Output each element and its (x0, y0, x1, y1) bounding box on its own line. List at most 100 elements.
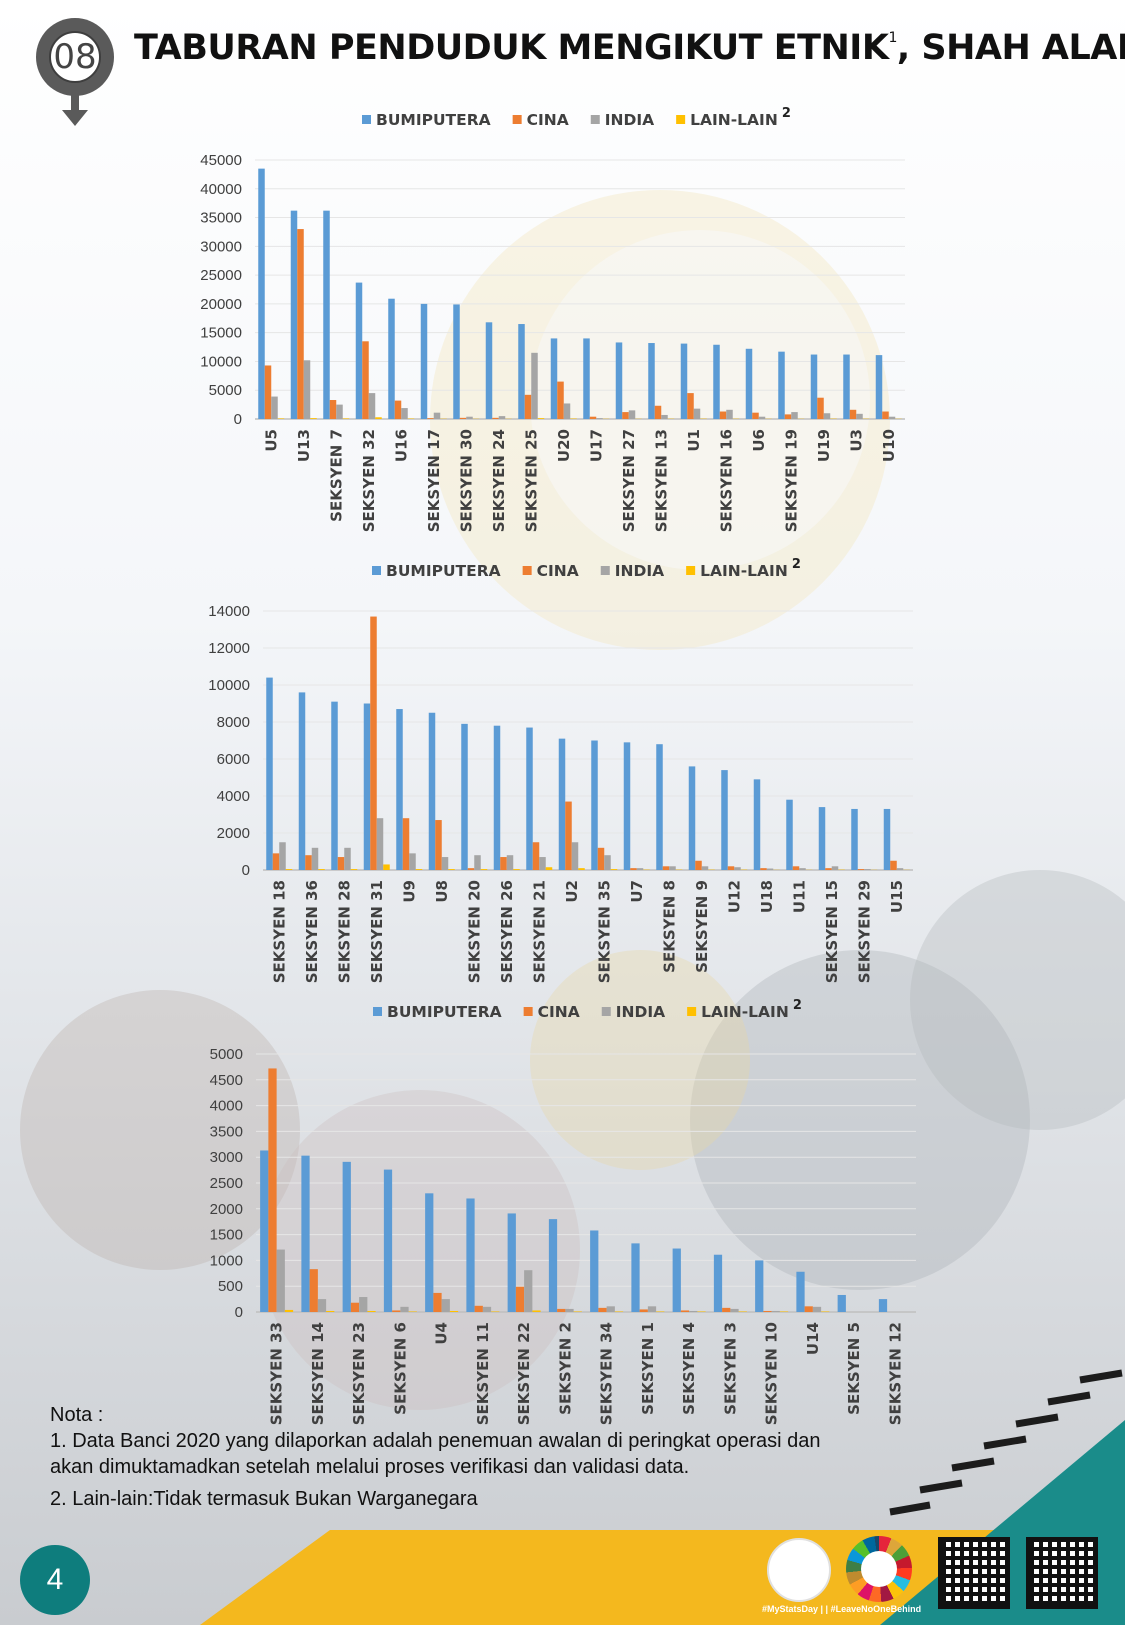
x-category-label: SEKSYEN 36 (303, 880, 321, 983)
bar-bumiputera (290, 210, 298, 419)
bar-bumiputera (548, 1219, 558, 1312)
bar-india (474, 855, 481, 870)
bar-cina (305, 855, 312, 870)
y-tick-label: 4000 (210, 1098, 243, 1115)
bar-lain-lain (318, 869, 325, 870)
bar-bumiputera (796, 1271, 805, 1312)
bar-bumiputera (883, 808, 891, 870)
legend-swatch-india (601, 1007, 611, 1016)
x-category-label: SEKSYEN 22 (515, 1322, 533, 1425)
bar-india (359, 1297, 368, 1312)
bar-bumiputera (672, 1248, 681, 1312)
bar-cina (857, 869, 865, 870)
bar-bumiputera (461, 723, 468, 870)
bar-bumiputera (615, 342, 623, 419)
x-category-label: SEKSYEN 9 (693, 880, 711, 973)
y-tick-label: 1500 (210, 1227, 243, 1244)
bar-cina (459, 417, 467, 419)
bar-cina (392, 1310, 401, 1312)
sdg-logo (846, 1536, 912, 1602)
x-category-label: U7 (628, 880, 646, 903)
bar-india (317, 1299, 327, 1312)
bar-india (823, 413, 831, 419)
legend-label-lain-lain: LAIN-LAIN (700, 562, 788, 580)
bar-bumiputera (778, 351, 785, 419)
title-text: TABURAN PENDUDUK MENGIKUT ETNIK (134, 28, 889, 68)
bar-cina (492, 417, 499, 419)
bar-cina (589, 416, 597, 419)
bar-india (812, 1306, 822, 1312)
x-category-label: SEKSYEN 35 (595, 880, 613, 983)
x-category-label: U17 (587, 429, 605, 462)
bar-bumiputera (583, 338, 590, 419)
bar-lain-lain (285, 869, 293, 870)
x-category-label: SEKSYEN 30 (457, 429, 475, 532)
legend-label-bumiputera: BUMIPUTERA (376, 111, 491, 129)
bar-cina (722, 1307, 731, 1312)
x-category-label: U4 (433, 1322, 451, 1345)
bar-bumiputera (721, 770, 728, 870)
bar-bumiputera (355, 282, 363, 419)
bar-cina (598, 1307, 607, 1312)
bar-lain-lain (326, 1310, 335, 1312)
bar-lain-lain (277, 418, 285, 419)
x-category-label: U11 (790, 880, 808, 913)
bar-lain-lain (697, 1311, 706, 1312)
x-category-label: U8 (433, 880, 451, 903)
bar-cina (639, 1309, 648, 1312)
x-category-label: SEKSYEN 24 (490, 429, 508, 532)
y-tick-label: 40000 (200, 181, 242, 198)
bar-cina (763, 1310, 772, 1312)
y-tick-label: 5000 (210, 1046, 243, 1063)
bar-india (276, 1249, 285, 1312)
bar-cina (760, 868, 767, 870)
legend-label-india: INDIA (605, 111, 654, 129)
x-category-label: SEKSYEN 20 (465, 880, 483, 983)
qr-code-website[interactable] (938, 1537, 1010, 1609)
y-tick-label: 0 (234, 411, 242, 428)
bar-cina (792, 866, 800, 870)
legend-footnote-mark: 2 (782, 106, 791, 121)
bar-india (563, 403, 571, 419)
x-category-label: SEKSYEN 13 (652, 429, 670, 532)
bar-india (401, 408, 408, 419)
bar-bumiputera (260, 1150, 269, 1312)
chart-2: BUMIPUTERA CINA INDIA LAIN-LAIN 2 0 2000 4000 60… (208, 557, 913, 983)
legend-label-bumiputera: BUMIPUTERA (387, 1003, 502, 1021)
bar-bumiputera (323, 210, 330, 419)
qr-code-facebook[interactable] (1026, 1537, 1098, 1609)
bar-bumiputera (786, 799, 793, 870)
bar-cina (662, 866, 670, 870)
bar-bumiputera (631, 1243, 640, 1312)
bar-cina (524, 394, 532, 419)
y-tick-label: 0 (235, 1304, 243, 1321)
bar-india (531, 352, 538, 419)
bar-lain-lain (491, 1311, 500, 1312)
bar-india (831, 866, 839, 870)
bar-cina (337, 857, 345, 870)
bar-lain-lain (342, 418, 350, 419)
x-category-label: SEKSYEN 5 (845, 1322, 863, 1415)
y-tick-label: 2000 (217, 825, 250, 842)
bar-india (482, 1306, 492, 1312)
bar-lain-lain (480, 869, 488, 870)
x-category-label: U13 (295, 429, 313, 462)
y-tick-label: 12000 (208, 640, 250, 657)
bar-cina (268, 1068, 277, 1312)
legend-label-india: INDIA (615, 562, 664, 580)
bar-india (647, 1306, 657, 1312)
x-category-label: SEKSYEN 14 (309, 1322, 327, 1425)
y-tick-label: 8000 (217, 714, 250, 731)
y-tick-label: 1000 (210, 1252, 243, 1269)
y-tick-label: 500 (218, 1278, 243, 1295)
bar-cina (597, 847, 605, 870)
legend-swatch-bumiputera (362, 115, 371, 124)
y-tick-label: 25000 (200, 267, 242, 284)
bar-bumiputera (266, 677, 273, 870)
y-tick-label: 3500 (210, 1123, 243, 1140)
x-category-label: U19 (815, 429, 833, 462)
bar-india (791, 412, 798, 419)
x-category-label: SEKSYEN 16 (717, 429, 735, 532)
page-title: TABURAN PENDUDUK MENGIKUT ETNIK1, SHAH A… (134, 28, 1125, 68)
bar-bumiputera (837, 1294, 846, 1312)
